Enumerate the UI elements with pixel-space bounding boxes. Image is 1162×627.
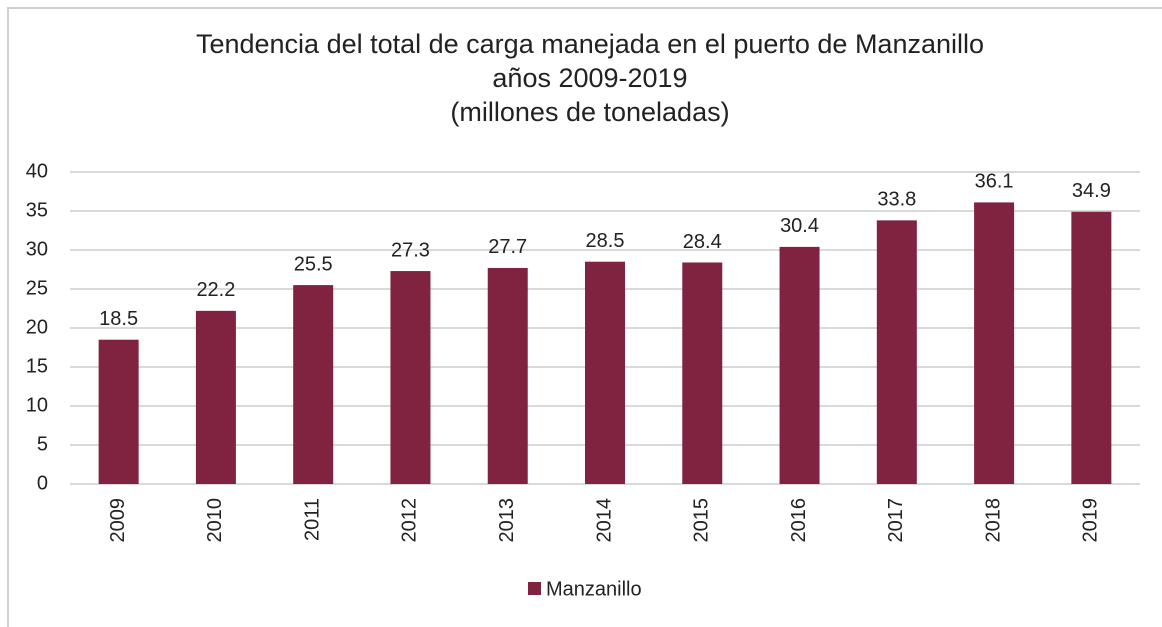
data-label: 28.4 — [683, 231, 722, 253]
bar — [487, 267, 528, 484]
y-tick-label: 25 — [26, 277, 48, 299]
bar — [682, 262, 723, 484]
x-tick-label: 2010 — [204, 498, 226, 543]
chart-title: años 2009-2019 — [492, 63, 687, 93]
legend-swatch — [528, 582, 541, 595]
bar — [390, 271, 431, 484]
data-label: 36.1 — [975, 171, 1014, 193]
data-label: 33.8 — [877, 189, 916, 211]
y-tick-label: 35 — [26, 199, 48, 221]
x-tick-label: 2018 — [982, 498, 1004, 543]
bar — [876, 220, 917, 485]
x-tick-label: 2015 — [691, 498, 713, 543]
data-label: 28.5 — [586, 230, 625, 252]
chart-frame — [7, 7, 1162, 627]
legend-label: Manzanillo — [546, 578, 642, 600]
x-tick-label: 2014 — [593, 498, 615, 543]
y-tick-label: 30 — [26, 238, 48, 260]
y-tick-label: 40 — [26, 160, 48, 182]
chart-title: Tendencia del total de carga manejada en… — [196, 29, 984, 59]
x-tick-label: 2013 — [496, 498, 518, 543]
y-tick-label: 10 — [26, 394, 48, 416]
bar — [779, 246, 820, 484]
chart-title: (millones de toneladas) — [450, 97, 729, 127]
data-label: 22.2 — [196, 279, 235, 301]
y-tick-label: 15 — [26, 355, 48, 377]
bar — [585, 261, 625, 484]
bar — [98, 339, 139, 484]
y-tick-label: 20 — [26, 316, 48, 338]
x-tick-label: 2011 — [301, 498, 323, 541]
x-tick-label: 2017 — [885, 498, 907, 543]
bar — [974, 202, 1015, 485]
bar — [1071, 211, 1112, 484]
data-label: 30.4 — [780, 215, 819, 237]
x-tick-label: 2016 — [788, 498, 810, 543]
bar — [293, 285, 334, 484]
data-label: 34.9 — [1072, 180, 1111, 202]
data-label: 27.3 — [391, 239, 430, 261]
x-tick-label: 2019 — [1080, 498, 1102, 543]
x-tick-label: 2009 — [107, 498, 129, 543]
bar — [195, 310, 236, 484]
data-label: 25.5 — [294, 253, 333, 275]
y-tick-label: 0 — [37, 472, 48, 494]
y-tick-label: 5 — [37, 433, 48, 455]
x-tick-label: 2012 — [399, 498, 421, 543]
data-label: 27.7 — [488, 236, 527, 258]
data-label: 18.5 — [99, 308, 138, 330]
